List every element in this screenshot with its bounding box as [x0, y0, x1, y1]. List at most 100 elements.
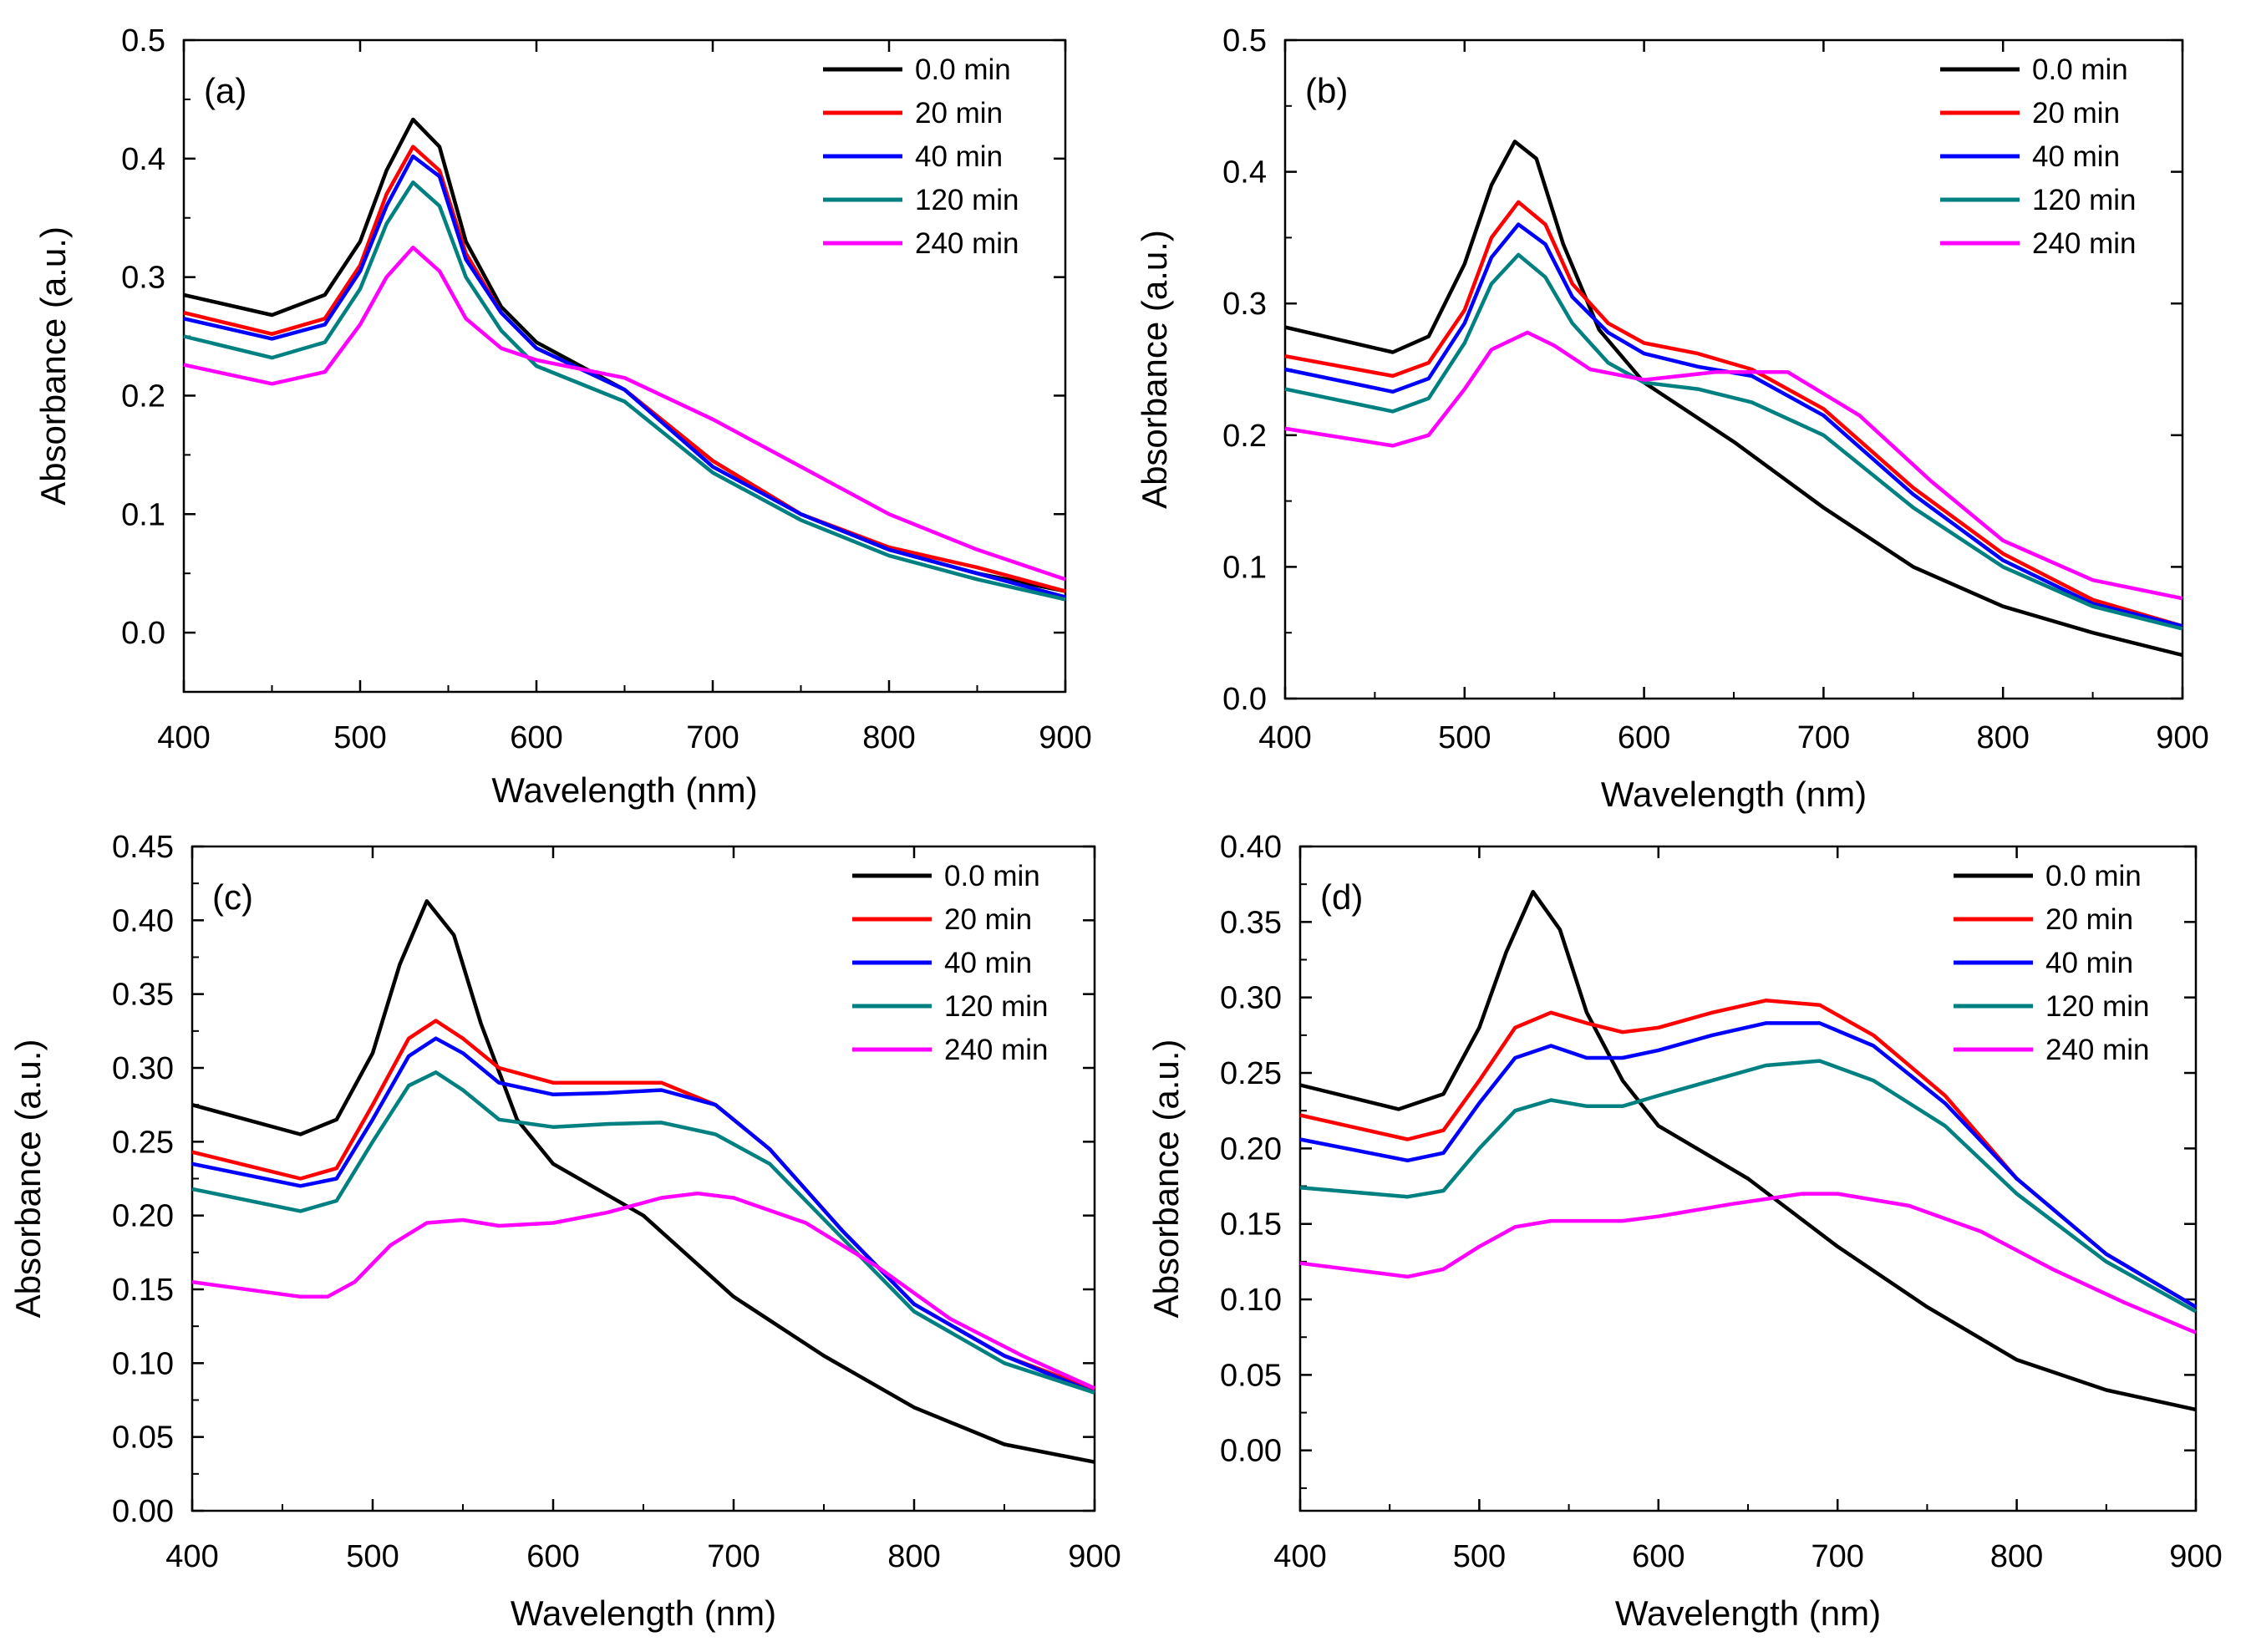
legend-label: 0.0 min [2032, 53, 2128, 86]
y-tick-label: 0.25 [1220, 1056, 1282, 1091]
legend-label: 240 min [2032, 227, 2137, 260]
legend-label: 40 min [2032, 140, 2120, 173]
series-line-40-min [1284, 222, 2183, 628]
x-tick-label: 800 [1976, 720, 2029, 755]
legend-label: 40 min [915, 140, 1003, 173]
series-line-40-min [183, 154, 1066, 599]
x-axis-label: Wavelength (nm) [511, 1594, 776, 1633]
series-line-40-min [1299, 1021, 2198, 1309]
x-tick-label: 600 [526, 1539, 579, 1574]
plot-frame [1283, 38, 2184, 700]
y-tick-label: 0.00 [1220, 1434, 1282, 1469]
y-tick-label: 0.30 [112, 1051, 174, 1086]
y-tick-label: 0.4 [121, 142, 165, 177]
legend-label: 0.0 min [915, 53, 1011, 86]
legend-label: 120 min [2045, 990, 2150, 1023]
y-tick-label: 0.45 [112, 830, 174, 865]
y-tick-label: 0.3 [1222, 287, 1267, 322]
legend-label: 120 min [944, 990, 1049, 1023]
y-axis-label: Absorbance (a.u.) [1135, 230, 1174, 509]
series-line-120-min [183, 180, 1066, 602]
series-line-0-0-min [191, 899, 1095, 1464]
x-tick-label: 500 [1453, 1539, 1506, 1574]
panel-d: 400 500 600 700 800 900 0.00 0.05 0.10 0.15 0.20 0.… [1146, 830, 2223, 1633]
x-tick-label: 700 [1797, 720, 1850, 755]
legend-label: 120 min [2032, 184, 2137, 216]
y-tick-label: 0.2 [121, 379, 165, 414]
legend-label: 20 min [2045, 903, 2133, 936]
x-tick-label: 600 [510, 720, 562, 755]
legend-label: 240 min [944, 1034, 1049, 1066]
legend-label: 240 min [2045, 1034, 2150, 1066]
x-tick-label: 600 [1632, 1539, 1684, 1574]
series-line-120-min [191, 1070, 1095, 1395]
y-tick-label: 0.4 [1222, 155, 1267, 191]
y-axis-label: Absorbance (a.u.) [1146, 1039, 1186, 1319]
y-tick-label: 0.05 [1220, 1358, 1282, 1393]
panel-label: (d) [1320, 877, 1363, 917]
series-line-240-min [1299, 1192, 2197, 1334]
x-tick-label: 800 [862, 720, 915, 755]
x-tick-label: 500 [333, 720, 386, 755]
y-tick-label: 0.1 [121, 497, 165, 532]
x-tick-label: 700 [686, 720, 739, 755]
legend-label: 40 min [2045, 947, 2133, 979]
series-line-20-min [1299, 999, 2198, 1309]
panel-c: 400 500 600 700 800 900 0.00 0.05 0.10 0.15 0.20 0.… [8, 830, 1121, 1633]
x-tick-label: 900 [2156, 720, 2208, 755]
series-line-240-min [1284, 330, 2183, 601]
y-tick-label: 0.0 [121, 616, 165, 651]
x-axis-label: Wavelength (nm) [491, 770, 757, 810]
series-line-120-min [1284, 252, 2183, 631]
legend-label: 0.0 min [944, 860, 1040, 892]
x-tick-label: 700 [707, 1539, 760, 1574]
x-tick-label: 900 [1068, 1539, 1120, 1574]
legend-label: 0.0 min [2045, 860, 2142, 892]
series-line-0-0-min [1299, 889, 2197, 1412]
y-tick-label: 0.3 [121, 261, 165, 296]
x-tick-label: 800 [887, 1539, 940, 1574]
series-line-240-min [183, 245, 1066, 582]
legend-label: 240 min [915, 227, 1019, 260]
series-line-0-0-min [1284, 140, 2183, 658]
series-line-20-min [1284, 200, 2183, 628]
panel-b: 400 500 600 700 800 900 0.0 0.1 0.2 0.3 0.4 0.5 Wave… [1135, 23, 2209, 814]
legend-label: 20 min [2032, 97, 2120, 130]
series-line-120-min [1299, 1059, 2198, 1314]
y-tick-label: 0.5 [1222, 23, 1267, 58]
y-tick-label: 0.5 [121, 23, 165, 58]
x-tick-label: 800 [1990, 1539, 2043, 1574]
legend-label: 20 min [944, 903, 1032, 936]
y-tick-label: 0.40 [1220, 830, 1282, 865]
panel-label: (a) [204, 71, 246, 110]
series-line-40-min [191, 1036, 1095, 1395]
y-tick-label: 0.20 [1220, 1131, 1282, 1167]
y-tick-label: 0.15 [112, 1273, 174, 1308]
legend-label: 20 min [915, 97, 1003, 130]
x-tick-label: 400 [157, 720, 210, 755]
y-tick-label: 0.15 [1220, 1207, 1282, 1243]
y-tick-label: 0.05 [112, 1421, 174, 1456]
legend-label: 40 min [944, 947, 1032, 979]
x-axis-label: Wavelength (nm) [1615, 1594, 1881, 1633]
plot-frame [182, 38, 1067, 694]
legend-label: 120 min [915, 184, 1019, 216]
y-tick-label: 0.35 [112, 978, 174, 1013]
y-tick-label: 0.20 [112, 1199, 174, 1234]
series-line-240-min [191, 1191, 1095, 1390]
y-tick-label: 0.1 [1222, 550, 1267, 585]
x-tick-label: 600 [1618, 720, 1670, 755]
y-tick-label: 0.0 [1222, 682, 1267, 717]
panel-a: 400 500 600 700 800 900 0.0 0.1 0.2 0.3 0.4 0.5 Wave… [33, 23, 1092, 810]
x-tick-label: 400 [165, 1539, 218, 1574]
x-tick-label: 400 [1258, 720, 1311, 755]
y-tick-label: 0.00 [112, 1494, 174, 1529]
y-tick-label: 0.10 [1220, 1283, 1282, 1318]
y-tick-label: 0.2 [1222, 419, 1267, 454]
y-axis-label: Absorbance (a.u.) [33, 226, 73, 506]
y-tick-label: 0.40 [112, 903, 174, 938]
x-tick-label: 500 [346, 1539, 399, 1574]
y-tick-label: 0.10 [112, 1346, 174, 1381]
x-tick-label: 900 [2169, 1539, 2222, 1574]
